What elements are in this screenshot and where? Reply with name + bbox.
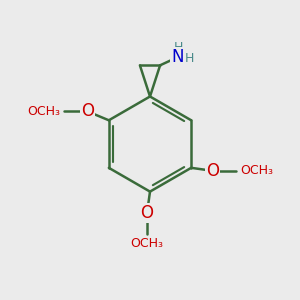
Text: H: H	[185, 52, 194, 65]
Text: O: O	[140, 204, 154, 222]
Text: OCH₃: OCH₃	[240, 164, 273, 177]
Text: N: N	[171, 48, 184, 66]
Text: O: O	[206, 162, 219, 180]
Text: O: O	[81, 102, 94, 120]
Text: OCH₃: OCH₃	[27, 105, 60, 118]
Text: OCH₃: OCH₃	[130, 237, 164, 250]
Text: H: H	[174, 41, 183, 54]
